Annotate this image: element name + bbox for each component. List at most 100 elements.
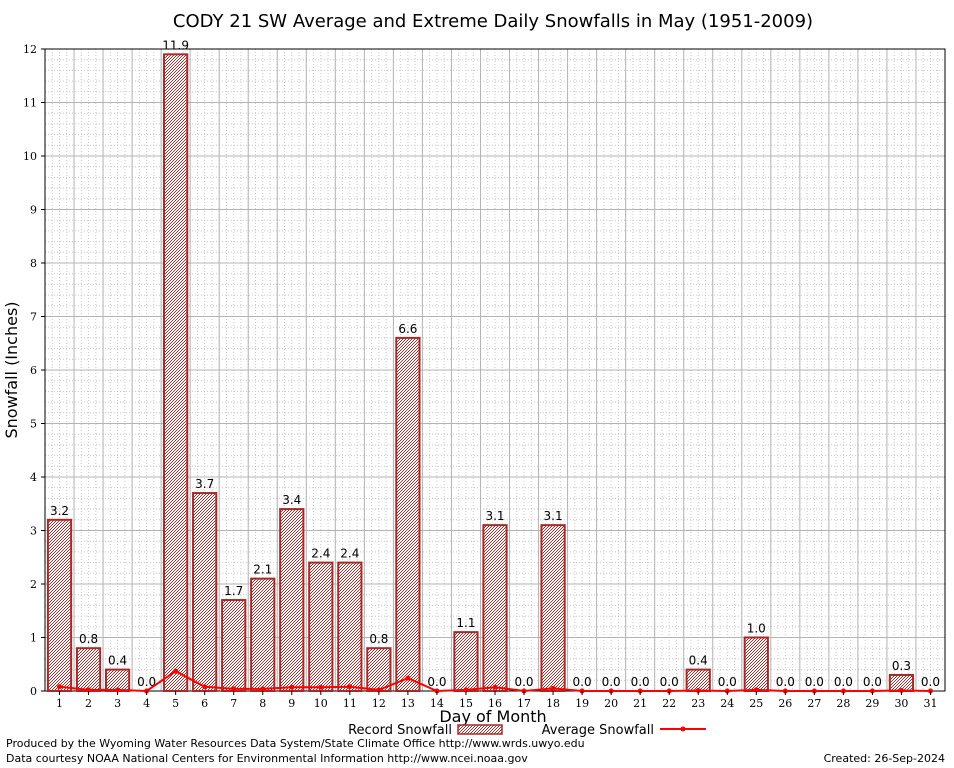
bar-value-label: 0.0 xyxy=(137,675,156,689)
x-tick-label: 6 xyxy=(201,697,208,710)
record-snowfall-bar xyxy=(221,599,247,692)
bar-value-label: 3.2 xyxy=(50,504,69,518)
record-snowfall-bars xyxy=(46,53,915,693)
bar-value-label: 3.4 xyxy=(282,493,301,507)
legend: Record Snowfall Average Snowfall xyxy=(348,723,706,738)
average-snowfall-point xyxy=(173,668,179,674)
legend-record-label: Record Snowfall xyxy=(348,723,452,738)
x-tick-label: 14 xyxy=(430,697,444,710)
average-snowfall-point xyxy=(202,684,208,690)
bar-value-label: 0.8 xyxy=(79,632,98,646)
average-snowfall-point xyxy=(289,684,295,690)
credit-producer: Produced by the Wyoming Water Resources … xyxy=(6,737,585,750)
average-snowfall-point xyxy=(405,675,411,681)
record-snowfall-bar xyxy=(366,647,392,693)
x-tick-label: 11 xyxy=(343,697,357,710)
legend-record-swatch xyxy=(457,724,503,735)
average-snowfall-point xyxy=(492,684,498,690)
record-snowfall-bar xyxy=(395,336,421,692)
bar-value-label: 2.4 xyxy=(311,547,330,561)
average-snowfall-point xyxy=(260,686,266,692)
bar-value-label: 0.0 xyxy=(834,675,853,689)
y-tick-label: 2 xyxy=(30,578,37,591)
x-tick-label: 13 xyxy=(401,697,415,710)
y-tick-label: 5 xyxy=(30,418,37,431)
average-snowfall-point xyxy=(115,687,121,693)
average-snowfall-point xyxy=(376,687,382,693)
bar-value-label: 0.0 xyxy=(514,675,533,689)
legend-average-marker xyxy=(680,726,686,732)
x-tick-label: 3 xyxy=(114,697,121,710)
x-tick-label: 10 xyxy=(314,697,328,710)
bar-value-label: 2.4 xyxy=(340,547,359,561)
bar-value-label: 0.0 xyxy=(660,675,679,689)
average-snowfall-point xyxy=(318,684,324,690)
bar-value-labels: 3.2 0.8 0.4 0.0 11.9 3.7 1.7 2.1 3.4 2.4 2.4 0.8 6.6… xyxy=(50,38,940,689)
y-tick-label: 12 xyxy=(23,43,37,56)
x-tick-label: 31 xyxy=(923,697,937,710)
x-tick-label: 12 xyxy=(372,697,386,710)
bar-value-label: 3.1 xyxy=(485,509,504,523)
y-tick-label: 10 xyxy=(23,150,37,163)
x-tick-label: 5 xyxy=(172,697,179,710)
bar-value-label: 0.0 xyxy=(921,675,940,689)
x-tick-label: 23 xyxy=(691,697,705,710)
chart-title: CODY 21 SW Average and Extreme Daily Sno… xyxy=(173,11,813,32)
x-tick-label: 18 xyxy=(546,697,560,710)
record-snowfall-bar xyxy=(482,524,508,693)
bar-value-label: 0.0 xyxy=(776,675,795,689)
record-snowfall-bar xyxy=(743,636,769,692)
bar-value-label: 3.7 xyxy=(195,477,214,491)
record-snowfall-bar xyxy=(337,561,363,692)
x-tick-label: 15 xyxy=(459,697,473,710)
bar-value-label: 0.0 xyxy=(805,675,824,689)
record-snowfall-bar xyxy=(250,577,276,693)
x-tick-label: 26 xyxy=(778,697,792,710)
bar-value-label: 0.0 xyxy=(602,675,621,689)
record-snowfall-bar xyxy=(163,53,189,693)
average-snowfall-point xyxy=(231,686,237,692)
x-tick-label: 2 xyxy=(85,697,92,710)
record-snowfall-bar xyxy=(75,647,102,693)
y-tick-label: 6 xyxy=(30,364,37,377)
record-snowfall-bar xyxy=(453,631,479,693)
record-snowfall-bar xyxy=(308,561,334,692)
bar-value-label: 2.1 xyxy=(253,563,272,577)
x-tick-label: 20 xyxy=(604,697,618,710)
bar-value-label: 1.1 xyxy=(456,616,475,630)
y-tick-label: 0 xyxy=(30,685,37,698)
record-snowfall-bar xyxy=(192,492,218,692)
x-tick-label: 19 xyxy=(575,697,589,710)
bar-value-label: 0.0 xyxy=(427,675,446,689)
x-tick-label: 16 xyxy=(488,697,502,710)
x-tick-label: 4 xyxy=(143,697,150,710)
x-tick-label: 1 xyxy=(56,697,63,710)
created-date: Created: 26-Sep-2024 xyxy=(823,752,945,765)
average-snowfall-point xyxy=(550,685,556,691)
x-tick-label: 28 xyxy=(836,697,850,710)
y-tick-label: 3 xyxy=(30,525,37,538)
y-tick-label: 8 xyxy=(30,257,37,270)
bar-value-label: 0.0 xyxy=(718,675,737,689)
average-snowfall-point xyxy=(347,684,353,690)
bar-value-label: 0.4 xyxy=(689,654,708,668)
y-tick-label: 11 xyxy=(23,97,37,110)
bar-value-label: 11.9 xyxy=(162,38,189,52)
x-tick-label: 21 xyxy=(633,697,647,710)
bar-value-label: 3.1 xyxy=(544,509,563,523)
average-snowfall-point xyxy=(695,687,701,693)
legend-average-label: Average Snowfall xyxy=(542,723,654,738)
x-tick-label: 24 xyxy=(720,697,734,710)
record-snowfall-bar xyxy=(540,524,566,693)
credit-data-source: Data courtesy NOAA National Centers for … xyxy=(6,752,528,765)
x-tick-label: 22 xyxy=(662,697,676,710)
record-snowfall-bar xyxy=(685,668,711,692)
average-snowfall-point xyxy=(753,687,759,693)
y-tick-label: 4 xyxy=(30,471,37,484)
record-snowfall-bar xyxy=(279,508,305,692)
bar-value-label: 0.8 xyxy=(369,632,388,646)
x-tick-label: 25 xyxy=(749,697,763,710)
bar-value-label: 0.0 xyxy=(863,675,882,689)
